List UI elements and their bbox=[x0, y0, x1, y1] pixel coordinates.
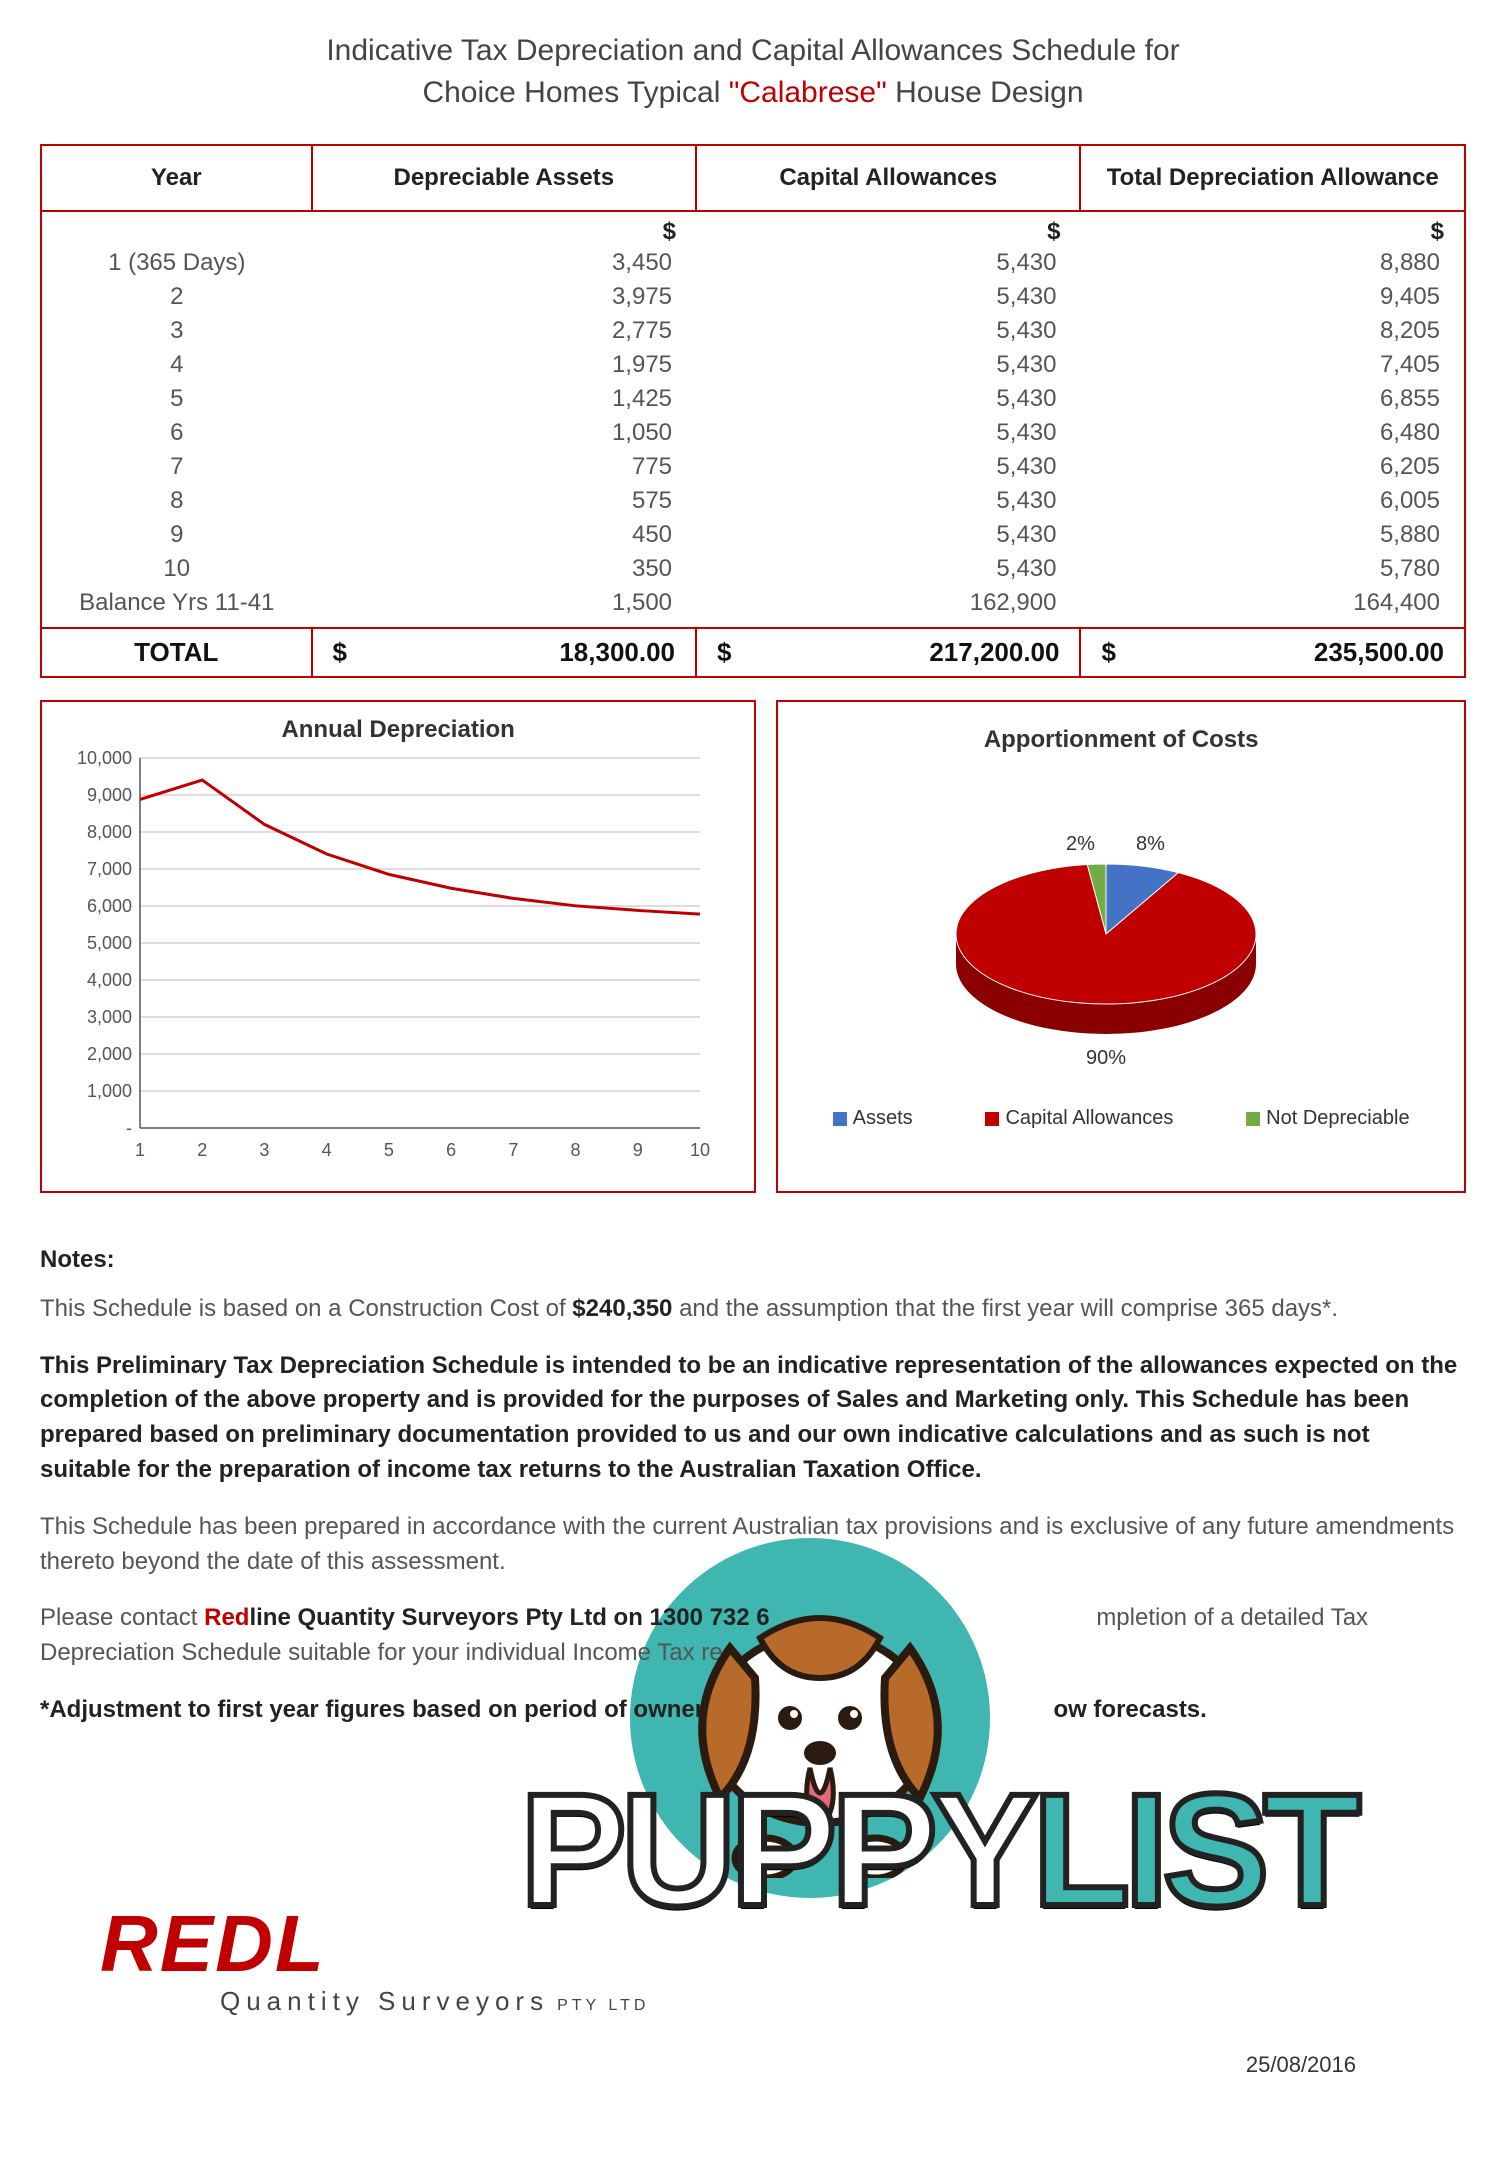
svg-text:4,000: 4,000 bbox=[87, 970, 132, 990]
line-chart-title: Annual Depreciation bbox=[60, 716, 736, 744]
svg-text:10: 10 bbox=[690, 1140, 710, 1160]
svg-text:8: 8 bbox=[571, 1140, 581, 1160]
legend-item: Assets bbox=[833, 1107, 913, 1130]
table-row: Balance Yrs 11-411,500162,900164,400 bbox=[41, 586, 1465, 628]
watermark-text: PUPPYLIST bbox=[520, 1758, 1506, 1942]
currency-header-row: $ $ $ bbox=[41, 211, 1465, 246]
table-row: 23,9755,4309,405 bbox=[41, 280, 1465, 314]
svg-text:2%: 2% bbox=[1066, 833, 1095, 855]
table-row: 85755,4306,005 bbox=[41, 484, 1465, 518]
svg-text:9,000: 9,000 bbox=[87, 785, 132, 805]
svg-text:7: 7 bbox=[508, 1140, 518, 1160]
svg-text:9: 9 bbox=[633, 1140, 643, 1160]
title-line-2: Choice Homes Typical "Calabrese" House D… bbox=[40, 72, 1466, 114]
notes-p5: *Adjustment to first year figures based … bbox=[40, 1693, 1466, 1728]
pie-chart-panel: Apportionment of Costs 2% 8% 90% Assets Cap… bbox=[776, 700, 1466, 1193]
svg-text:3: 3 bbox=[259, 1140, 269, 1160]
notes-p4: Please contact Redline Quantity Surveyor… bbox=[40, 1601, 1466, 1671]
table-row: 61,0505,4306,480 bbox=[41, 416, 1465, 450]
total-label: TOTAL bbox=[41, 628, 312, 677]
pie-chart-title: Apportionment of Costs bbox=[796, 726, 1446, 754]
notes-p3: This Schedule has been prepared in accor… bbox=[40, 1510, 1466, 1580]
total-capital: $217,200.00 bbox=[696, 628, 1080, 677]
svg-text:3,000: 3,000 bbox=[87, 1007, 132, 1027]
svg-text:4: 4 bbox=[322, 1140, 332, 1160]
depreciation-table: Year Depreciable Assets Capital Allowanc… bbox=[40, 144, 1466, 678]
col-total: Total Depreciation Allowance bbox=[1080, 145, 1465, 211]
table-row: 77755,4306,205 bbox=[41, 450, 1465, 484]
svg-text:2: 2 bbox=[197, 1140, 207, 1160]
apportionment-pie-chart: 2% 8% 90% bbox=[796, 774, 1416, 1074]
svg-text:5,000: 5,000 bbox=[87, 933, 132, 953]
svg-text:-: - bbox=[126, 1118, 132, 1138]
svg-text:1: 1 bbox=[135, 1140, 145, 1160]
total-depreciable: $18,300.00 bbox=[312, 628, 696, 677]
col-year: Year bbox=[41, 145, 312, 211]
redline-brand-text: REDL bbox=[100, 1898, 649, 1990]
pie-legend: Assets Capital Allowances Not Depreciable bbox=[796, 1107, 1446, 1130]
notes-header: Notes: bbox=[40, 1243, 1466, 1278]
notes-p2: This Preliminary Tax Depreciation Schedu… bbox=[40, 1349, 1466, 1488]
notes-section: Notes: This Schedule is based on a Const… bbox=[40, 1243, 1466, 1728]
document-date: 25/08/2016 bbox=[1246, 2052, 1356, 2078]
table-row: 51,4255,4306,855 bbox=[41, 382, 1465, 416]
line-chart-panel: Annual Depreciation - 1,000 2,000 3,000 4,00… bbox=[40, 700, 756, 1193]
total-all: $235,500.00 bbox=[1080, 628, 1465, 677]
table-row: 41,9755,4307,405 bbox=[41, 348, 1465, 382]
table-row: 94505,4305,880 bbox=[41, 518, 1465, 552]
legend-item: Capital Allowances bbox=[985, 1107, 1173, 1130]
svg-text:8%: 8% bbox=[1136, 833, 1165, 855]
annual-depreciation-line-chart: - 1,000 2,000 3,000 4,000 5,000 6,000 7,000 8,00… bbox=[60, 748, 720, 1168]
svg-text:7,000: 7,000 bbox=[87, 859, 132, 879]
svg-text:10,000: 10,000 bbox=[77, 748, 132, 768]
legend-item: Not Depreciable bbox=[1246, 1107, 1409, 1130]
table-row: 103505,4305,780 bbox=[41, 552, 1465, 586]
svg-text:2,000: 2,000 bbox=[87, 1044, 132, 1064]
svg-text:1,000: 1,000 bbox=[87, 1081, 132, 1101]
footer: REDL Quantity SurveyorsPTY LTD 25/08/201… bbox=[40, 1758, 1466, 2118]
svg-text:90%: 90% bbox=[1086, 1047, 1126, 1069]
col-capital: Capital Allowances bbox=[696, 145, 1080, 211]
table-row: 1 (365 Days)3,4505,4308,880 bbox=[41, 246, 1465, 280]
notes-p1: This Schedule is based on a Construction… bbox=[40, 1292, 1466, 1327]
svg-text:6: 6 bbox=[446, 1140, 456, 1160]
col-depreciable: Depreciable Assets bbox=[312, 145, 696, 211]
table-row: 32,7755,4308,205 bbox=[41, 314, 1465, 348]
svg-text:6,000: 6,000 bbox=[87, 896, 132, 916]
redline-subline: Quantity SurveyorsPTY LTD bbox=[220, 1986, 649, 2017]
totals-row: TOTAL $18,300.00 $217,200.00 $235,500.00 bbox=[41, 628, 1465, 677]
redline-logo: REDL Quantity SurveyorsPTY LTD bbox=[100, 1898, 649, 2017]
document-title: Indicative Tax Depreciation and Capital … bbox=[40, 30, 1466, 114]
svg-text:5: 5 bbox=[384, 1140, 394, 1160]
svg-text:8,000: 8,000 bbox=[87, 822, 132, 842]
title-line-1: Indicative Tax Depreciation and Capital … bbox=[40, 30, 1466, 72]
